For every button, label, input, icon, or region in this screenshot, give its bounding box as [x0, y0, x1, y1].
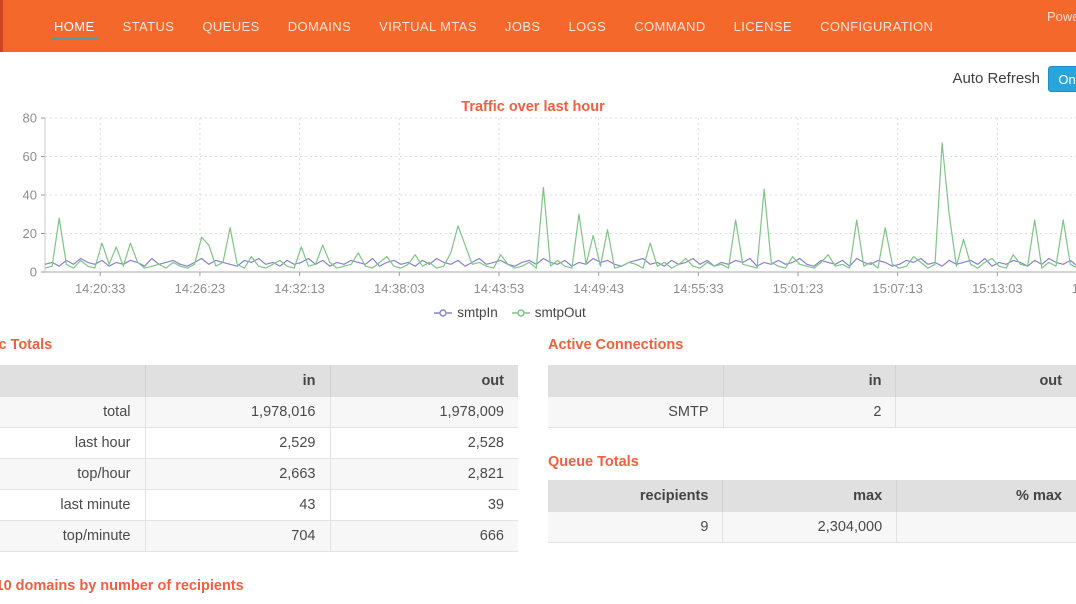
table-row: 9 2,304,000	[548, 512, 1076, 543]
column-header: in	[144, 365, 330, 397]
x-axis-tick-label: 14:32:13	[274, 281, 325, 296]
auto-refresh-label: Auto Refresh	[952, 70, 1040, 87]
table-row: last minute 43 39	[0, 489, 518, 521]
x-axis-tick-label: 15:18:53	[1072, 281, 1076, 296]
table-cell: 2,821	[329, 458, 518, 490]
column-header: recipients	[548, 480, 723, 512]
table-cell: 704	[144, 520, 330, 552]
traffic-totals-heading: Traffic Totals	[0, 337, 53, 353]
table-cell: 2,529	[144, 427, 330, 459]
nav-item-status[interactable]: STATUS	[122, 19, 175, 34]
queue-totals-heading: Queue Totals	[548, 454, 639, 470]
nav-item-command[interactable]: COMMAND	[634, 19, 706, 34]
table-cell	[896, 512, 1076, 543]
nav-item-home[interactable]: HOME	[40, 1, 109, 51]
table-cell: 666	[329, 520, 518, 552]
chart-legend: smtpIn smtpOut	[0, 305, 1020, 320]
legend-item-smtpOut: smtpOut	[511, 305, 586, 320]
y-axis-tick-label: 60	[23, 149, 37, 164]
table-cell: 39	[329, 489, 518, 521]
table-row: top/hour 2,663 2,821	[0, 458, 518, 490]
x-axis-tick-label: 14:38:03	[374, 281, 425, 296]
table-cell: 43	[144, 489, 330, 521]
table-row: top/minute 704 666	[0, 520, 518, 552]
nav-menu: HOME STATUS QUEUES DOMAINS VIRTUAL MTAS JOBS L…	[40, 0, 947, 52]
legend-label: smtpOut	[534, 305, 586, 320]
table-row: SMTP 2	[548, 397, 1076, 428]
x-axis-tick-label: 14:55:33	[673, 281, 724, 296]
column-header: in	[722, 365, 896, 397]
y-axis-tick-label: 0	[30, 265, 37, 280]
column-header: out	[329, 365, 518, 397]
y-axis-tick-label: 80	[23, 111, 37, 126]
legend-marker-icon	[434, 308, 453, 317]
nav-item-license[interactable]: LICENSE	[733, 19, 793, 34]
table-row: total 1,978,016 1,978,009	[0, 397, 518, 428]
traffic-totals-table: in out total 1,978,016 1,978,009 last hour 2,5…	[0, 365, 518, 552]
x-axis-tick-label: 15:07:13	[872, 281, 923, 296]
legend-item-smtpIn: smtpIn	[434, 305, 498, 320]
auto-refresh-on-button[interactable]: On	[1048, 66, 1076, 92]
nav-item-configuration[interactable]: CONFIGURATION	[820, 19, 934, 34]
active-connections-table-wrap: in out SMTP 2	[548, 365, 1076, 428]
x-axis-tick-label: 14:26:23	[175, 281, 226, 296]
traffic-totals-table-wrap: in out total 1,978,016 1,978,009 last hour 2,5…	[0, 365, 518, 552]
top-navbar: HOME STATUS QUEUES DOMAINS VIRTUAL MTAS JOBS L…	[0, 0, 1076, 52]
powered-by-text: Powered by PowerMTA	[1047, 9, 1076, 24]
series-line-smtpOut	[44, 142, 1076, 269]
nav-item-logs[interactable]: LOGS	[568, 19, 607, 34]
table-cell: last hour	[0, 427, 145, 459]
chart-title: Traffic over last hour	[461, 99, 605, 115]
table-cell: last minute	[0, 489, 145, 521]
column-header: max	[722, 480, 897, 512]
table-cell: 9	[548, 512, 723, 543]
table-cell: 1,978,016	[144, 397, 330, 428]
legend-label: smtpIn	[457, 305, 498, 320]
column-header	[0, 365, 145, 397]
table-cell: 2,304,000	[722, 512, 897, 543]
legend-marker-icon	[511, 308, 530, 317]
table-cell: 1,978,009	[329, 397, 518, 428]
table-row: last hour 2,529 2,528	[0, 427, 518, 459]
nav-item-jobs[interactable]: JOBS	[504, 19, 541, 34]
x-axis-tick-label: 14:43:53	[474, 281, 525, 296]
x-axis-tick-label: 14:20:33	[75, 281, 126, 296]
table-cell: 2,663	[144, 458, 330, 490]
active-connections-heading: Active Connections	[548, 337, 684, 353]
y-axis-tick-label: 20	[23, 226, 37, 241]
active-connections-table: in out SMTP 2	[548, 365, 1076, 428]
table-cell: top/hour	[0, 458, 145, 490]
queue-totals-table: recipients max% max 9 2,304,000	[548, 480, 1076, 543]
column-header: % max	[896, 480, 1076, 512]
y-axis-tick-label: 40	[23, 188, 37, 203]
x-axis-tick-label: 15:13:03	[972, 281, 1023, 296]
nav-item-queues[interactable]: QUEUES	[202, 19, 260, 34]
traffic-chart: 0 20 40 60 80 14:20:33 14:26:23 14:32:13 14:38:0…	[23, 111, 1076, 296]
nav-item-domains[interactable]: DOMAINS	[287, 19, 352, 34]
window-edge-strip	[0, 0, 3, 52]
table-cell: SMTP	[548, 397, 724, 428]
table-cell	[895, 397, 1076, 428]
x-axis-tick-label: 14:49:43	[573, 281, 624, 296]
nav-item-virtual-mtas[interactable]: VIRTUAL MTAS	[379, 19, 477, 34]
column-header: out	[895, 365, 1076, 397]
table-cell: 2,528	[329, 427, 518, 459]
table-cell: top/minute	[0, 520, 145, 552]
queue-totals-table-wrap: recipients max% max 9 2,304,000	[548, 480, 1076, 543]
table-cell: 2	[722, 397, 896, 428]
column-header	[548, 365, 724, 397]
table-cell: total	[0, 397, 145, 428]
x-axis-tick-label: 15:01:23	[773, 281, 824, 296]
top-domains-heading: Top 10 domains by number of recipients	[0, 578, 244, 594]
